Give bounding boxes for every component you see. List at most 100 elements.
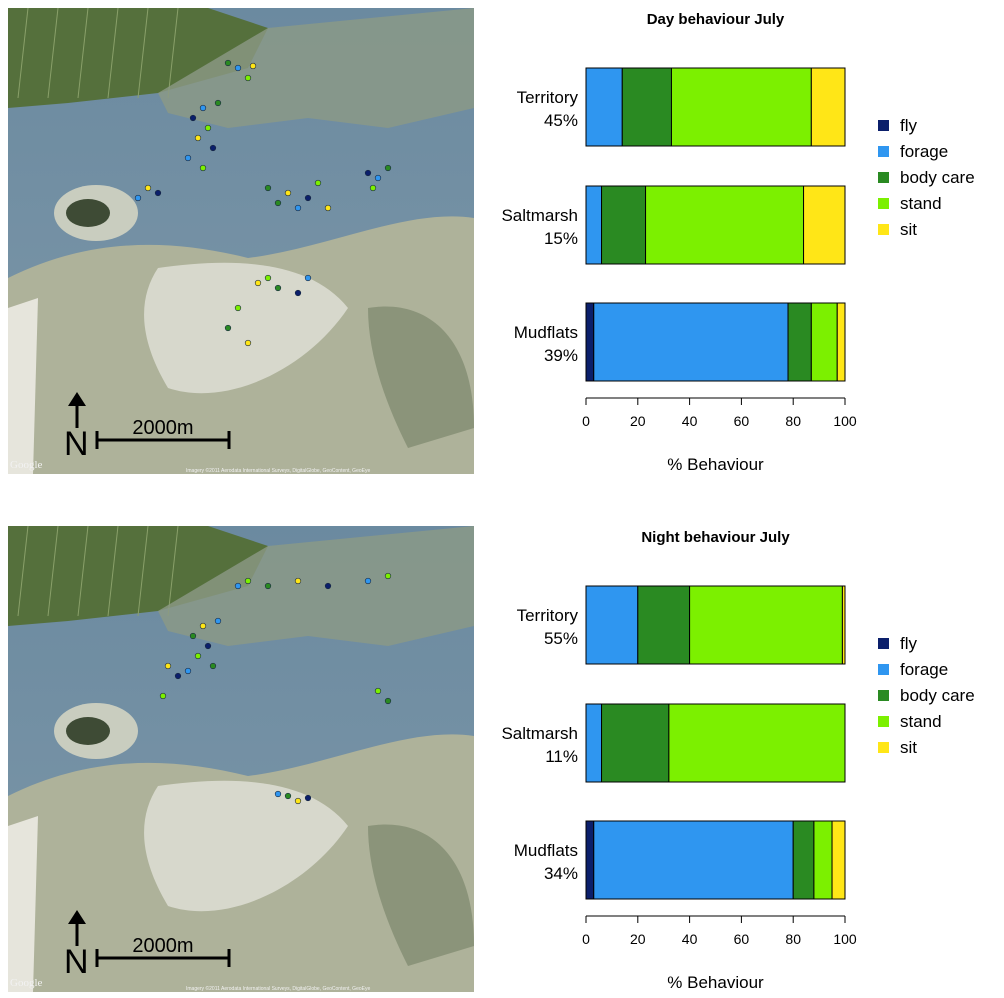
category-label: Territory <box>517 606 579 625</box>
imagery-credit: Imagery ©2011 Aerodata International Sur… <box>186 985 370 992</box>
bar-segment-stand <box>689 585 843 665</box>
observation-dot <box>264 274 272 282</box>
map-day: N 2000m Google Imagery ©2011 Aerodata Inter… <box>8 8 474 474</box>
legend-swatch-stand <box>878 198 889 209</box>
observation-dot <box>364 577 372 585</box>
category-share-label: 39% <box>544 346 578 365</box>
legend-swatch-forage <box>878 146 889 157</box>
x-tick-label: 40 <box>682 931 698 947</box>
observation-dot <box>244 577 252 585</box>
legend-label: fly <box>900 634 918 653</box>
field-boundary <box>167 8 179 99</box>
observation-dot <box>364 169 372 177</box>
x-tick-label: 0 <box>582 413 590 429</box>
observation-dot <box>224 59 232 67</box>
field-boundary <box>17 526 29 617</box>
bar-segment-fly <box>585 820 595 900</box>
observation-dot <box>384 572 392 580</box>
field-boundary <box>47 8 59 99</box>
island-vegetation <box>66 717 110 745</box>
category-label: Mudflats <box>514 841 578 860</box>
observation-dot <box>264 582 272 590</box>
observation-dot <box>294 204 302 212</box>
legend-swatch-sit <box>878 742 889 753</box>
north-label: N <box>64 425 89 463</box>
saltmarsh-coast <box>158 8 474 128</box>
x-axis-label: % Behaviour <box>667 455 764 474</box>
beach-left <box>8 298 38 474</box>
scale-label: 2000m <box>132 935 193 957</box>
bar-segment-body-care <box>787 302 812 382</box>
observation-dot <box>204 124 212 132</box>
field-boundary <box>77 526 89 617</box>
legend-swatch-sit <box>878 224 889 235</box>
observation-dot <box>209 662 217 670</box>
bar-segment-forage <box>585 585 639 665</box>
category-share-label: 45% <box>544 111 578 130</box>
bar-segment-forage <box>593 302 789 382</box>
bar-segment-forage <box>585 703 603 783</box>
scale-label: 2000m <box>132 417 193 439</box>
bar-segment-stand <box>670 67 812 147</box>
google-label: Google <box>10 459 43 471</box>
legend-label: forage <box>900 142 948 161</box>
bar-segment-stand <box>668 703 846 783</box>
observation-dot <box>384 697 392 705</box>
x-tick-label: 0 <box>582 931 590 947</box>
field-boundary <box>77 8 89 99</box>
saltmarsh-coast <box>158 526 474 646</box>
observation-dot <box>274 790 282 798</box>
imagery-credit: Imagery ©2011 Aerodata International Sur… <box>186 467 370 474</box>
observation-dot <box>204 642 212 650</box>
legend-swatch-forage <box>878 664 889 675</box>
chart-title: Day behaviour July <box>647 11 785 28</box>
observation-dot <box>189 632 197 640</box>
google-label: Google <box>10 977 43 989</box>
observation-dot <box>199 104 207 112</box>
field-boundary <box>167 526 179 617</box>
category-label: Territory <box>517 88 579 107</box>
observation-dot <box>159 692 167 700</box>
field-boundary <box>17 8 29 99</box>
field-boundary <box>137 8 149 99</box>
observation-dot <box>304 794 312 802</box>
legend-label: forage <box>900 660 948 679</box>
north-arrow-icon <box>68 392 86 406</box>
island-vegetation <box>66 199 110 227</box>
x-axis-label: % Behaviour <box>667 973 764 992</box>
bar-segment-forage <box>585 67 623 147</box>
category-share-label: 15% <box>544 229 578 248</box>
observation-dot <box>214 617 222 625</box>
observation-dot <box>209 144 217 152</box>
bar-segment-fly <box>585 302 595 382</box>
farmland <box>8 8 268 108</box>
legend-swatch-fly <box>878 638 889 649</box>
observation-dot <box>234 582 242 590</box>
observation-dot <box>384 164 392 172</box>
x-tick-label: 80 <box>785 413 801 429</box>
observation-dot <box>294 289 302 297</box>
observation-dot <box>264 184 272 192</box>
bar-segment-sit <box>831 820 846 900</box>
category-label: Saltmarsh <box>501 724 578 743</box>
observation-dot <box>304 274 312 282</box>
legend-swatch-body-care <box>878 172 889 183</box>
bar-segment-sit <box>803 185 846 265</box>
bar-segment-body-care <box>601 703 670 783</box>
observation-dot <box>244 74 252 82</box>
observation-dot <box>284 189 292 197</box>
legend-label: body care <box>900 686 975 705</box>
bar-segment-stand <box>810 302 838 382</box>
observation-dot <box>294 577 302 585</box>
field-boundary <box>47 526 59 617</box>
observation-dot <box>194 134 202 142</box>
observation-dot <box>369 184 377 192</box>
observation-dot <box>184 154 192 162</box>
observation-dot <box>374 687 382 695</box>
bar-segment-body-care <box>637 585 691 665</box>
x-tick-label: 100 <box>833 413 857 429</box>
x-tick-label: 40 <box>682 413 698 429</box>
chart-title: Night behaviour July <box>641 529 790 546</box>
observation-dot <box>284 792 292 800</box>
category-share-label: 55% <box>544 629 578 648</box>
